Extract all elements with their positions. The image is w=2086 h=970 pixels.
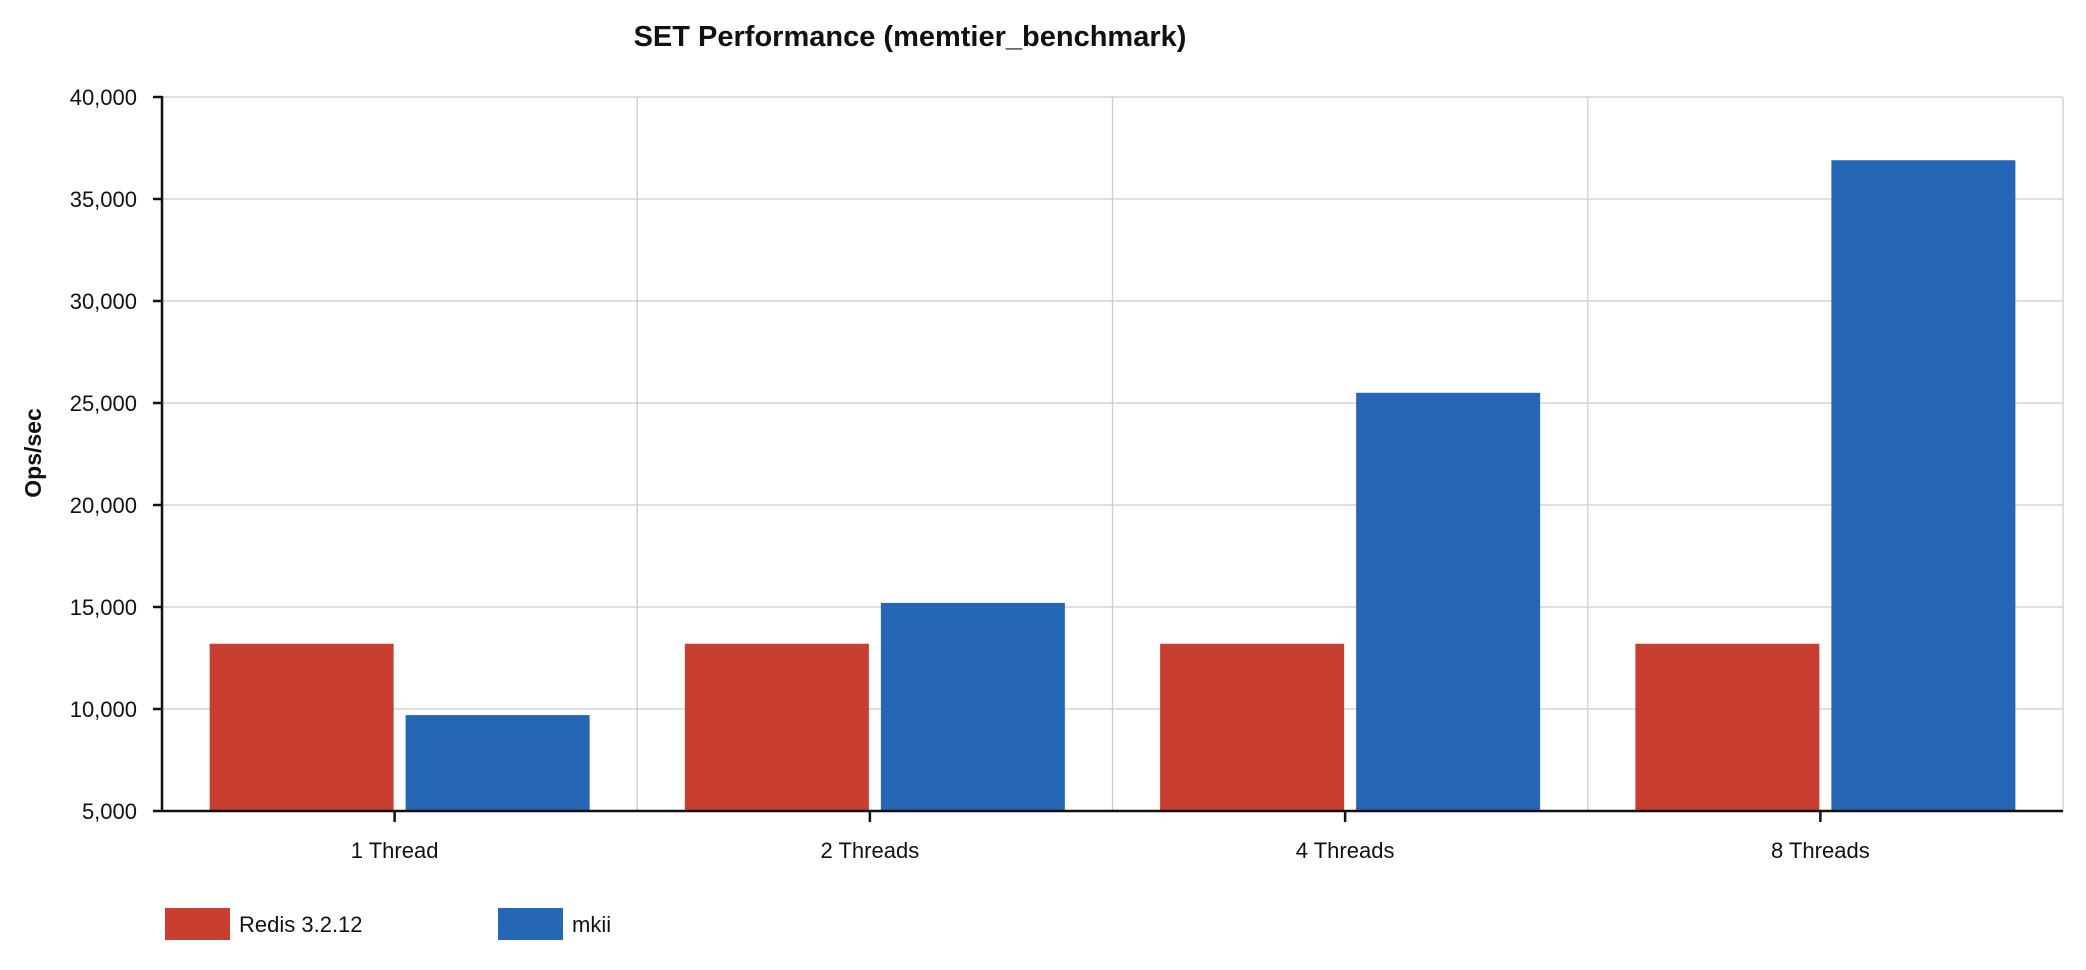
bar-mkii-2-threads: [880, 602, 1065, 811]
y-tick-label: 15,000: [70, 595, 137, 620]
legend-label: Redis 3.2.12: [239, 912, 363, 937]
y-tick-label: 20,000: [70, 493, 137, 518]
bar-mkii-4-threads: [1356, 392, 1541, 811]
y-tick-label: 35,000: [70, 187, 137, 212]
axes: [160, 96, 2063, 813]
y-axis-label: Ops/sec: [20, 408, 46, 498]
x-axis-ticks: 1 Thread 2 Threads 4 Threads 8 Threads: [351, 811, 1870, 863]
legend: Redis 3.2.12 mkii: [165, 908, 611, 940]
x-tick-label: 4 Threads: [1296, 838, 1395, 863]
y-tick-label: 40,000: [70, 85, 137, 110]
x-tick-label: 2 Threads: [821, 838, 920, 863]
y-tick-label: 25,000: [70, 391, 137, 416]
bars: [209, 160, 2016, 812]
x-tick-label: 8 Threads: [1771, 838, 1870, 863]
bar-mkii-1-thread: [405, 715, 590, 811]
bar-redis-3-2-12-2-threads: [684, 643, 869, 811]
bar-mkii-8-threads: [1831, 160, 2016, 812]
bar-redis-3-2-12-8-threads: [1635, 643, 1820, 811]
y-tick-label: 30,000: [70, 289, 137, 314]
bar-redis-3-2-12-4-threads: [1160, 643, 1345, 811]
legend-swatch: [498, 908, 563, 940]
bar-redis-3-2-12-1-thread: [209, 643, 394, 811]
legend-label: mkii: [572, 912, 611, 937]
legend-swatch: [165, 908, 230, 940]
y-axis-ticks: 5,000 10,000 15,000 20,000 25,000 30,000 35,00…: [70, 85, 162, 824]
y-tick-label: 10,000: [70, 697, 137, 722]
x-tick-label: 1 Thread: [351, 838, 439, 863]
y-tick-label: 5,000: [82, 799, 137, 824]
grid-lines: [162, 96, 2064, 811]
chart-title: SET Performance (memtier_benchmark): [634, 21, 1187, 53]
